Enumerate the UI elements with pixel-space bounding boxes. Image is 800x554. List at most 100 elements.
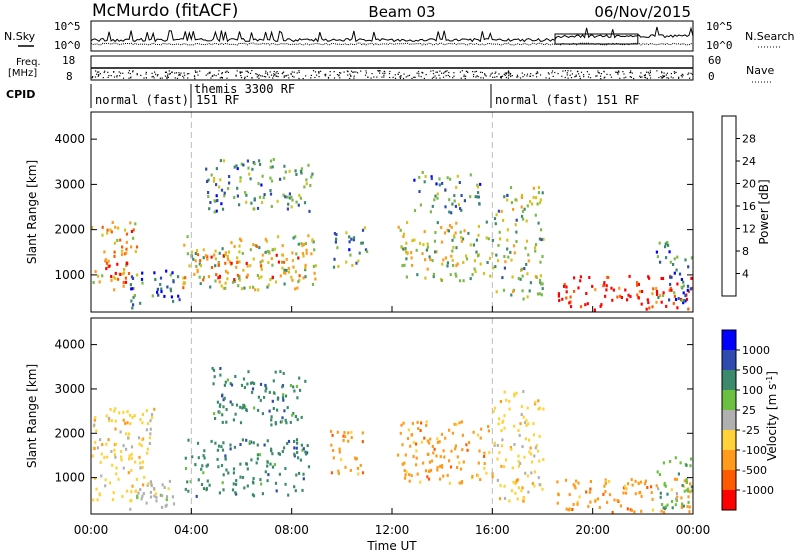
range-cell <box>454 447 457 451</box>
range-cell <box>207 195 210 198</box>
range-cell <box>350 430 353 434</box>
range-cell <box>249 177 252 181</box>
range-cell <box>224 281 227 285</box>
range-cell <box>218 251 221 255</box>
range-cell <box>140 277 144 281</box>
range-cell <box>539 201 542 205</box>
x-axis-label: Time UT <box>366 539 417 553</box>
nave-point <box>645 77 647 79</box>
range-cell <box>281 416 284 420</box>
range-cell <box>237 284 240 288</box>
range-cell <box>104 484 107 488</box>
nave-point <box>400 76 402 78</box>
nave-point <box>256 73 258 75</box>
range-cell <box>203 449 206 453</box>
nave-point <box>136 73 138 75</box>
nave-point <box>329 74 331 76</box>
range-cell <box>269 165 272 169</box>
nave-point <box>249 72 252 74</box>
range-cell <box>246 467 249 471</box>
nave-point <box>397 73 399 75</box>
range-cell <box>675 477 678 481</box>
range-cell <box>241 406 244 410</box>
range-cell <box>526 204 529 208</box>
nave-point <box>617 70 620 72</box>
range-cell <box>517 454 520 458</box>
nave-point <box>418 73 420 75</box>
range-cell <box>114 455 117 459</box>
range-cell <box>98 280 101 284</box>
nave-point <box>425 74 427 76</box>
range-cell <box>418 175 421 179</box>
nave-point <box>152 75 154 77</box>
range-cell <box>686 288 689 292</box>
range-cell <box>513 394 516 398</box>
range-cell <box>522 499 525 503</box>
range-cell <box>519 422 522 426</box>
range-cell <box>274 370 277 374</box>
nave-point <box>329 71 331 73</box>
range-cell <box>119 238 122 242</box>
nave-point <box>508 73 510 75</box>
range-cell <box>512 207 515 211</box>
nave-point <box>96 73 98 75</box>
range-cell <box>533 484 536 488</box>
nave-point <box>128 70 130 72</box>
range-cell <box>212 179 215 183</box>
nave-point <box>97 75 99 77</box>
range-cell <box>246 273 249 277</box>
range-cell <box>405 470 408 474</box>
range-cell <box>271 465 275 469</box>
range-cell <box>256 443 259 447</box>
nave-point <box>120 72 122 74</box>
range-cell <box>662 461 665 465</box>
range-cell <box>131 415 134 419</box>
range-cell <box>345 260 348 264</box>
range-cell <box>661 503 664 506</box>
range-cell <box>249 248 252 252</box>
nave-point <box>606 73 608 75</box>
range-cell <box>122 444 125 448</box>
range-cell <box>278 452 281 456</box>
nave-point <box>629 72 631 74</box>
range-cell <box>631 483 634 487</box>
range-cell <box>280 260 283 264</box>
range-cell <box>342 434 345 438</box>
range-cell <box>148 442 151 445</box>
range-cell <box>471 273 474 277</box>
range-cell <box>148 436 152 440</box>
range-cell <box>235 479 238 483</box>
nave-point <box>526 73 529 75</box>
range-cell <box>359 463 362 467</box>
nave-point <box>617 73 619 75</box>
nave-point <box>506 72 508 74</box>
nave-point <box>460 77 462 79</box>
range-cell <box>515 240 518 243</box>
range-cell <box>401 264 404 268</box>
range-cell <box>287 439 291 443</box>
nave-point <box>529 75 532 77</box>
range-cell <box>337 469 340 473</box>
range-cell <box>506 228 509 232</box>
range-cell <box>245 409 248 413</box>
range-cell <box>647 301 650 305</box>
range-cell <box>109 407 112 411</box>
range-cell <box>436 437 439 441</box>
colorbar-tick-label: -500 <box>742 464 767 477</box>
range-cell <box>474 195 477 199</box>
range-cell <box>687 265 690 269</box>
nave-point <box>171 71 173 73</box>
nave-point <box>188 73 190 75</box>
range-cell <box>662 294 665 297</box>
range-cell <box>611 298 614 302</box>
range-cell <box>681 484 684 487</box>
range-cell <box>458 481 461 485</box>
nave-point <box>667 77 670 79</box>
range-cell <box>100 474 103 478</box>
range-cell <box>291 413 294 417</box>
nave-point <box>282 72 284 74</box>
nave-point <box>579 77 581 80</box>
nave-point <box>318 76 320 78</box>
range-cell <box>224 251 227 255</box>
range-cell <box>472 243 475 247</box>
